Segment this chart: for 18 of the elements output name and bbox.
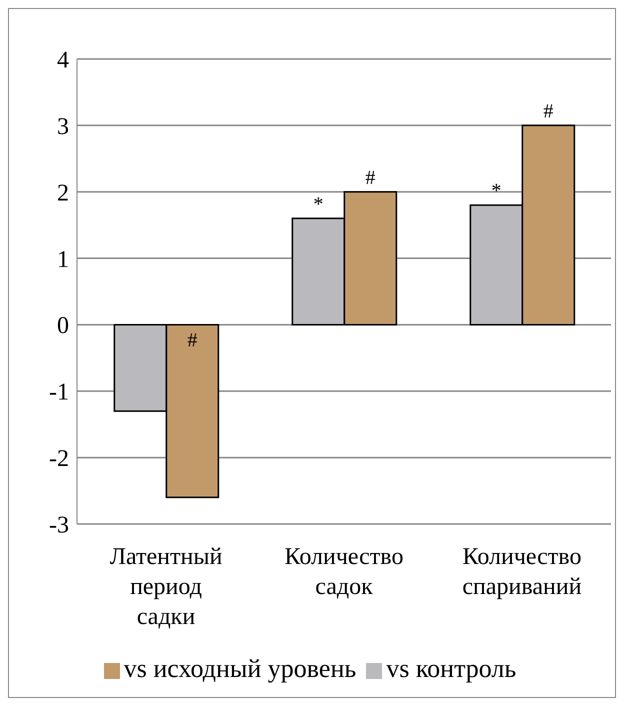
y-tick-label: 3	[57, 114, 69, 140]
data-label: #	[365, 166, 376, 189]
data-label: *	[313, 193, 324, 216]
x-tick-label: Количество садок	[284, 544, 404, 600]
data-label: #	[187, 330, 198, 352]
y-tick-label: 0	[57, 313, 69, 340]
y-tick-label: 4	[57, 48, 69, 74]
x-tick-label: Количество спариваний	[462, 544, 582, 600]
x-tick-label: Латентный период садки	[110, 544, 222, 630]
y-tick-label: 2	[57, 180, 69, 206]
y-tick-label: -1	[49, 380, 69, 406]
legend-label: vs контроль	[386, 654, 516, 683]
y-tick-label: 1	[57, 246, 69, 273]
y-tick-label: -3	[49, 512, 69, 539]
y-tick-label: -2	[49, 446, 69, 472]
data-label: *	[491, 180, 502, 202]
legend-label: vs исходный уровень	[124, 654, 356, 683]
data-label: #	[543, 100, 554, 122]
